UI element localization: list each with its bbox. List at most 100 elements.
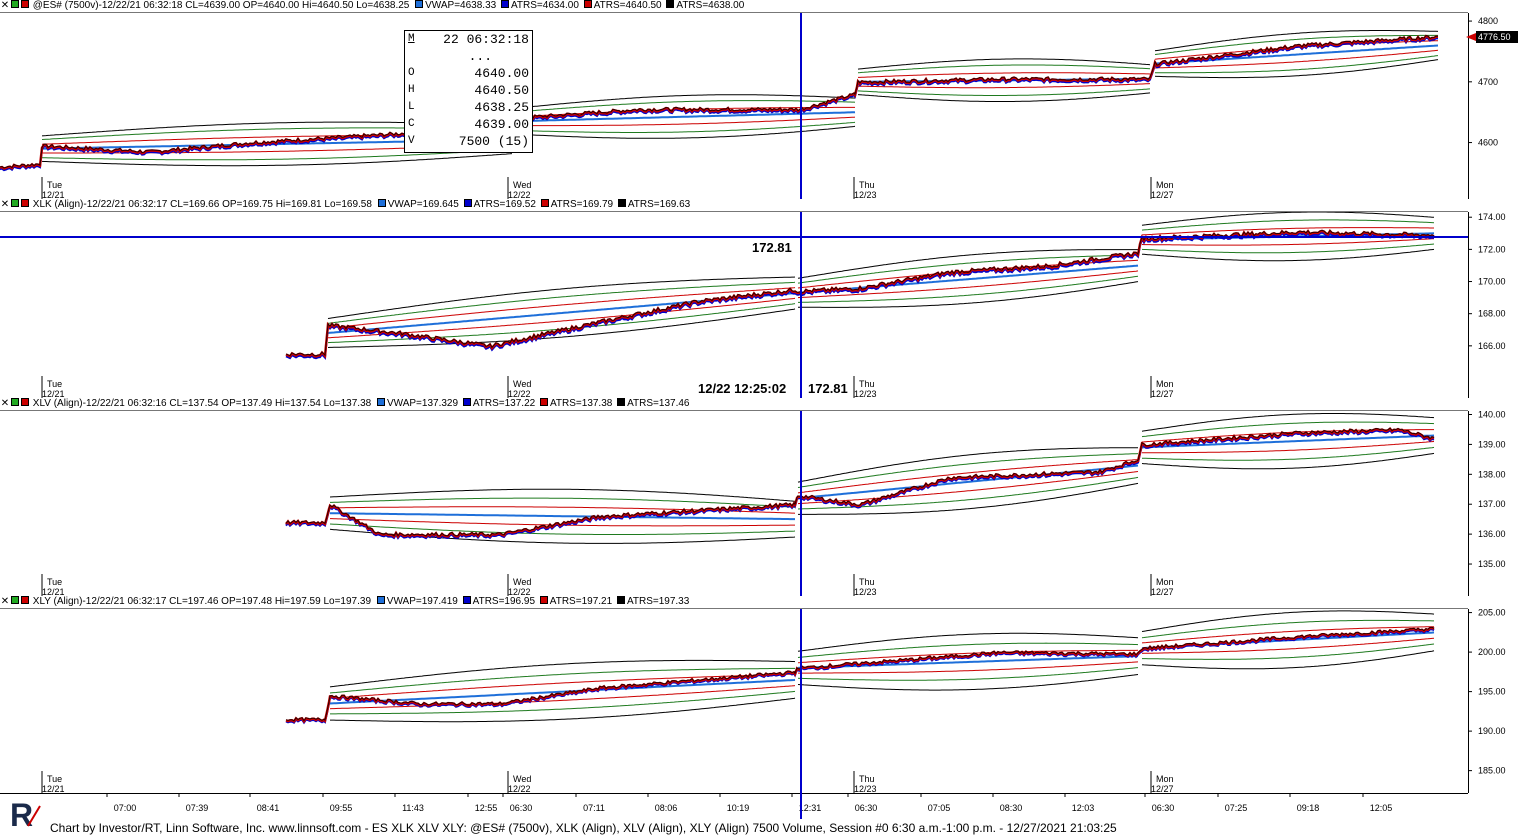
tooltip-row: C 4639.00: [408, 117, 529, 132]
band-line: [327, 287, 796, 329]
tooltip-ellipsis-row: ...: [405, 48, 532, 65]
y-tick-label: 200.00: [1478, 647, 1506, 657]
price-axis: [1468, 13, 1519, 199]
time-axis-label: 07:00: [114, 803, 137, 813]
band-line: [797, 453, 1139, 488]
close-icon[interactable]: ✕: [0, 199, 10, 210]
y-tick-label: 138.00: [1478, 469, 1506, 479]
xlv-chart[interactable]: 140.00139.00138.00137.00136.00135.00Tue1…: [0, 411, 1519, 596]
tooltip-header-key: M: [408, 33, 415, 45]
vwap-line: [797, 264, 1139, 294]
day-label: Thu: [859, 577, 875, 587]
close-icon[interactable]: ✕: [0, 398, 10, 409]
time-axis-label: 08:30: [1000, 803, 1023, 813]
day-label: Wed: [513, 577, 531, 587]
band-line: [512, 100, 856, 113]
crosshair-value-label: 172.81: [752, 240, 792, 255]
price-axis: [1468, 609, 1519, 793]
date-label: 12/23: [854, 587, 877, 596]
time-axis-label: 08:06: [655, 803, 678, 813]
date-label: 12/22: [508, 784, 531, 793]
xlk-pane[interactable]: ✕ XLK (Align)-12/22/21 06:32:17 CL=169.6…: [0, 199, 1519, 398]
legend-item: ATRS=196.95: [461, 596, 535, 607]
band-line: [1142, 446, 1435, 461]
swatch-icon: [21, 199, 29, 207]
tooltip-row: H 4640.50: [408, 83, 529, 98]
legend-item: VWAP=197.419: [375, 596, 458, 607]
band-line: [1141, 619, 1434, 639]
band-line: [1142, 441, 1435, 454]
band-line: [1141, 452, 1435, 470]
day-label: Mon: [1156, 774, 1174, 784]
xly-pane[interactable]: ✕ XLY (Align)-12/22/21 06:32:17 CL=197.4…: [0, 596, 1519, 793]
close-icon[interactable]: ✕: [0, 596, 10, 607]
tooltip-ellipsis: ...: [468, 49, 492, 64]
legend-item: ATRS=197.33: [615, 596, 689, 607]
band-line: [330, 697, 796, 723]
band-line: [1154, 59, 1439, 79]
band-line: [1141, 243, 1435, 254]
band-line: [797, 649, 1139, 664]
band-line: [858, 72, 1151, 78]
svg-text:R: R: [10, 797, 33, 833]
legend-swatch-icon: [616, 596, 625, 604]
legend-item: ATRS=4640.50: [582, 0, 662, 11]
swatch-icon: [21, 596, 29, 604]
band-line: [330, 497, 796, 508]
plot-area: [0, 13, 1468, 199]
legend-swatch-icon: [415, 0, 424, 8]
day-label: Tue: [47, 577, 62, 587]
legend-item: ATRS=137.38: [538, 398, 612, 409]
band-line: [797, 459, 1139, 494]
band-line: [1142, 643, 1435, 660]
legend-item: VWAP=4638.33: [413, 0, 496, 11]
band-line: [797, 447, 1138, 483]
date-label: 12/21: [42, 190, 65, 199]
day-label: Thu: [859, 379, 875, 389]
band-line: [798, 661, 1139, 674]
band-line: [330, 690, 796, 715]
band-line: [1155, 55, 1439, 74]
legend-item: ATRS=169.79: [539, 199, 613, 210]
band-line: [327, 308, 796, 348]
legend-item: VWAP=169.645: [376, 199, 459, 210]
time-axis-label: 06:30: [1152, 803, 1175, 813]
legend-swatch-icon: [539, 398, 548, 406]
band-line: [329, 685, 796, 710]
band-line: [327, 281, 796, 324]
legend-item: ATRS=197.21: [538, 596, 612, 607]
legend-swatch-icon: [583, 0, 592, 8]
band-line: [327, 276, 796, 319]
band-line: [797, 667, 1139, 681]
time-axis-label: 06:30: [855, 803, 878, 813]
band-line: [1154, 49, 1439, 69]
xlv-pane[interactable]: ✕ XLV (Align)-12/22/21 06:32:16 CL=137.5…: [0, 398, 1519, 596]
y-tick-label: 136.00: [1478, 529, 1506, 539]
swatch-icon: [21, 0, 29, 8]
band-line: [1141, 238, 1435, 246]
es-pane[interactable]: ✕ @ES# (7500v)-12/22/21 06:32:18 CL=4639…: [0, 0, 1519, 199]
footer: Chart by Investor/RT, Linn Software, Inc…: [0, 819, 1519, 835]
price-axis: [1468, 212, 1519, 398]
y-tick-label: 185.00: [1478, 766, 1506, 776]
band-line: [1154, 30, 1439, 52]
tooltip-row: O 4640.00: [408, 66, 529, 81]
time-axis-label: 12:03: [1072, 803, 1095, 813]
time-axis-label: 07:39: [186, 803, 209, 813]
plot-area: [0, 609, 1468, 793]
y-tick-label: 205.00: [1478, 609, 1506, 618]
band-line: [797, 270, 1139, 299]
legend-item: ATRS=137.22: [461, 398, 535, 409]
vwap-line: [330, 512, 795, 521]
close-icon[interactable]: ✕: [0, 0, 10, 11]
time-axis-label: 08:41: [257, 803, 280, 813]
swatch-icon: [11, 596, 19, 604]
band-line: [798, 275, 1139, 303]
date-label: 12/21: [42, 389, 65, 398]
time-axis-label: 12:55: [475, 803, 498, 813]
xlv-pane-header: ✕ XLV (Align)-12/22/21 06:32:16 CL=137.5…: [0, 398, 1468, 411]
band-line: [513, 125, 856, 139]
